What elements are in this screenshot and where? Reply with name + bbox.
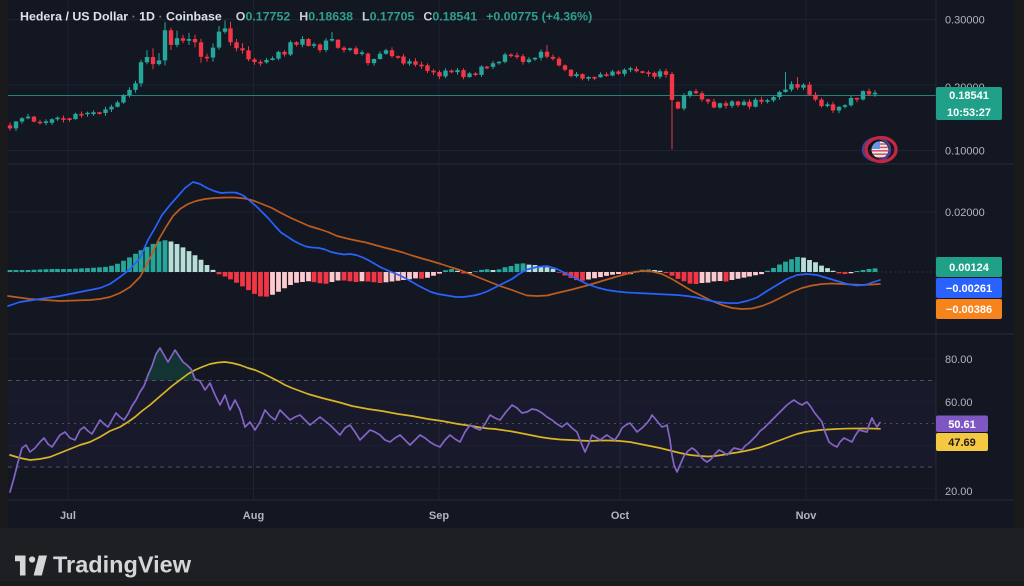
svg-text:0.02000: 0.02000 — [945, 207, 985, 219]
svg-text:Oct: Oct — [611, 510, 630, 522]
svg-text:0.00124: 0.00124 — [949, 262, 990, 274]
svg-text:TradingView: TradingView — [53, 552, 192, 578]
svg-text:Hedera / US Dollar · 1D · Coin: Hedera / US Dollar · 1D · Coinbase O0.177… — [20, 10, 592, 24]
svg-text:50.61: 50.61 — [948, 419, 976, 431]
svg-text:−0.00386: −0.00386 — [946, 304, 992, 316]
svg-text:Jul: Jul — [60, 510, 76, 522]
svg-text:Sep: Sep — [429, 510, 449, 522]
svg-text:0.10000: 0.10000 — [945, 146, 985, 158]
svg-text:10:53:27: 10:53:27 — [947, 107, 991, 119]
svg-text:60.00: 60.00 — [945, 397, 973, 409]
svg-text:−0.00261: −0.00261 — [946, 283, 992, 295]
svg-text:Aug: Aug — [243, 510, 264, 522]
svg-text:47.69: 47.69 — [948, 437, 976, 449]
svg-text:20.00: 20.00 — [945, 486, 973, 498]
svg-text:Nov: Nov — [796, 510, 818, 522]
svg-text:0.30000: 0.30000 — [945, 15, 985, 27]
svg-text:0.18541: 0.18541 — [949, 90, 989, 102]
svg-text:80.00: 80.00 — [945, 354, 973, 366]
